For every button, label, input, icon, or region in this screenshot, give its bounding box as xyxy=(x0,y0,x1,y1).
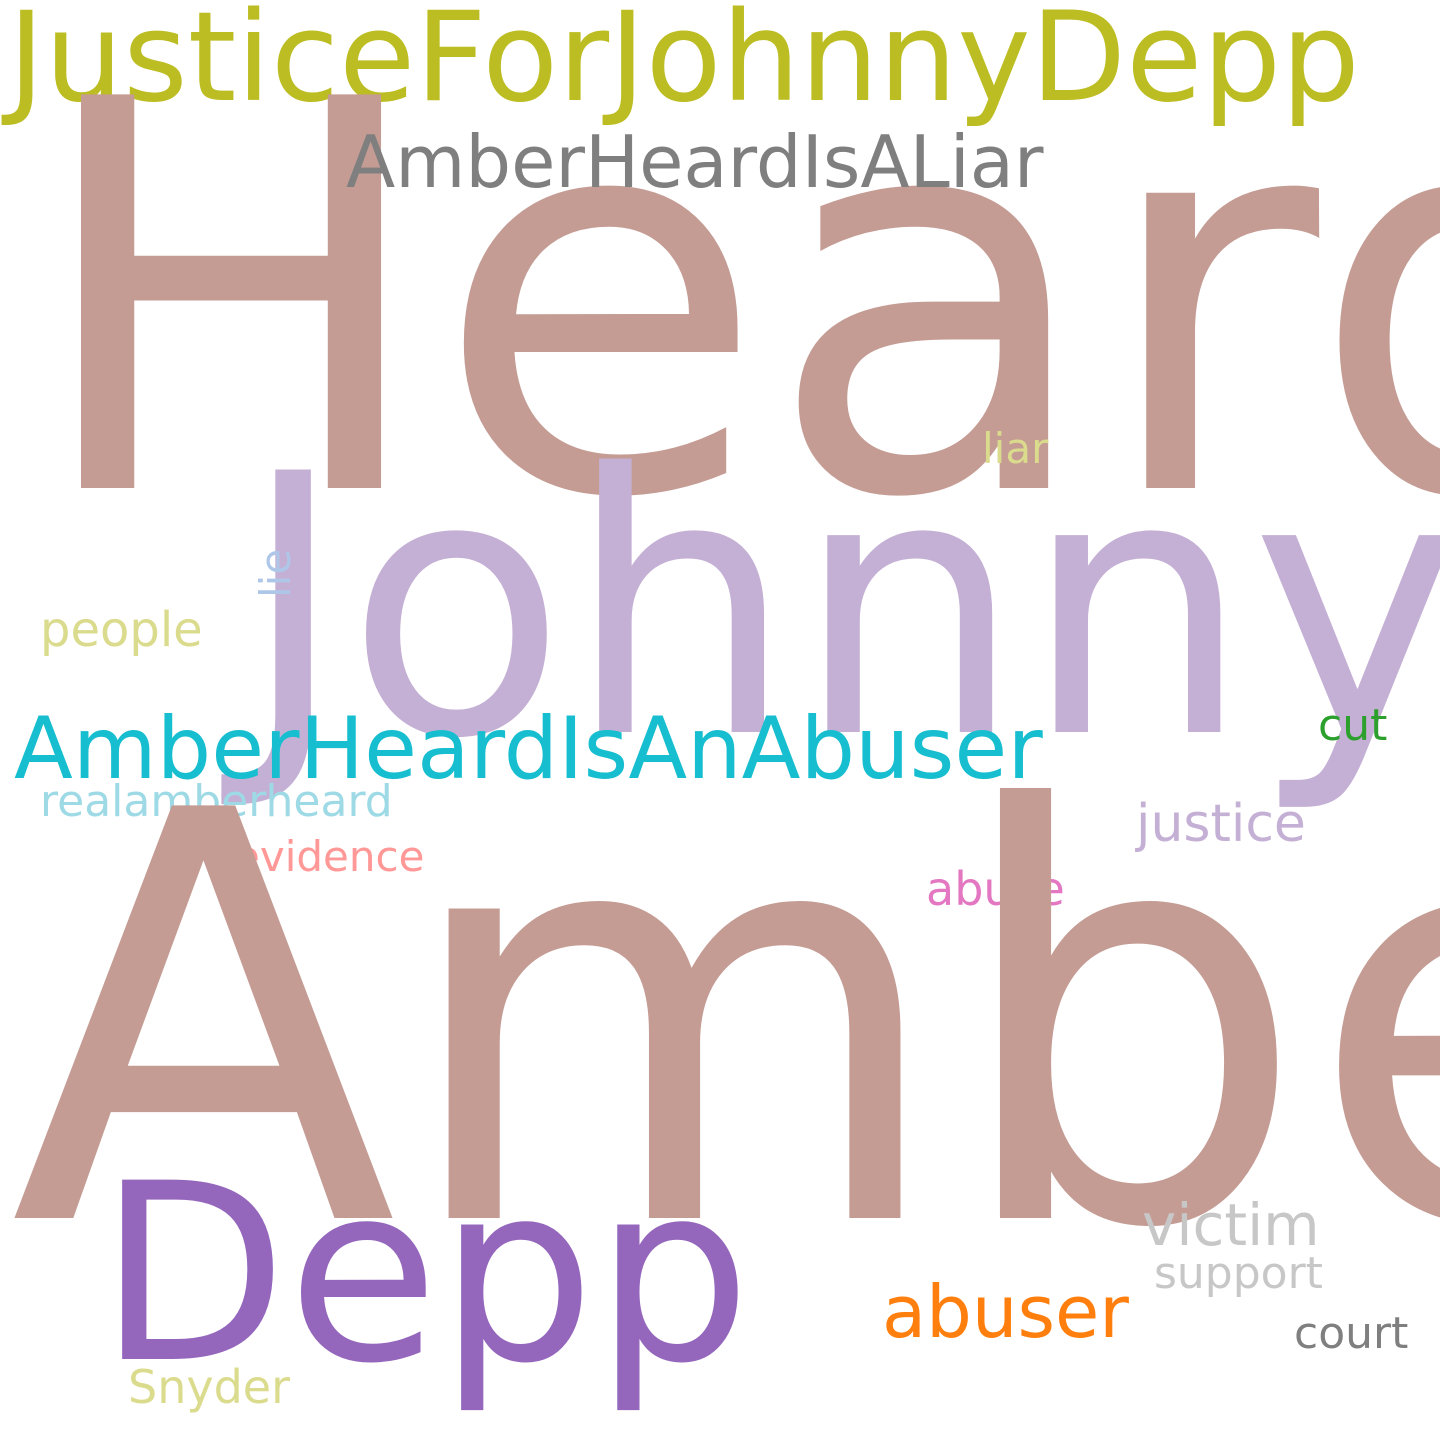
word-depp: Depp xyxy=(98,1132,752,1418)
word-amberheardisanabuser: AmberHeardIsAnAbuser xyxy=(14,699,1043,799)
word-realamberheard: realamberheard xyxy=(40,776,393,827)
word-evidence: evidence xyxy=(234,832,425,881)
word-heard: Heard xyxy=(28,0,1440,616)
word-abuse: abuse xyxy=(926,862,1065,916)
word-justiceforjohnnydepp: JusticeForJohnnyDepp xyxy=(8,0,1360,130)
word-lie: lie xyxy=(251,548,300,598)
word-justice: justice xyxy=(1136,794,1306,854)
word-abuser: abuser xyxy=(882,1270,1129,1354)
word-victim: victim xyxy=(1142,1191,1320,1259)
word-people: people xyxy=(40,602,203,658)
word-cut: cut xyxy=(1318,700,1388,751)
word-liar: liar xyxy=(982,424,1049,473)
word-amberheardisaliar: AmberHeardIsALiar xyxy=(346,120,1044,204)
word-court: court xyxy=(1294,1308,1409,1359)
word-snyder: Snyder xyxy=(128,1360,290,1414)
word-amber: Amber xyxy=(10,694,1440,1352)
word-support: support xyxy=(1154,1248,1323,1299)
word-johnny: Johnny xyxy=(240,398,1440,817)
